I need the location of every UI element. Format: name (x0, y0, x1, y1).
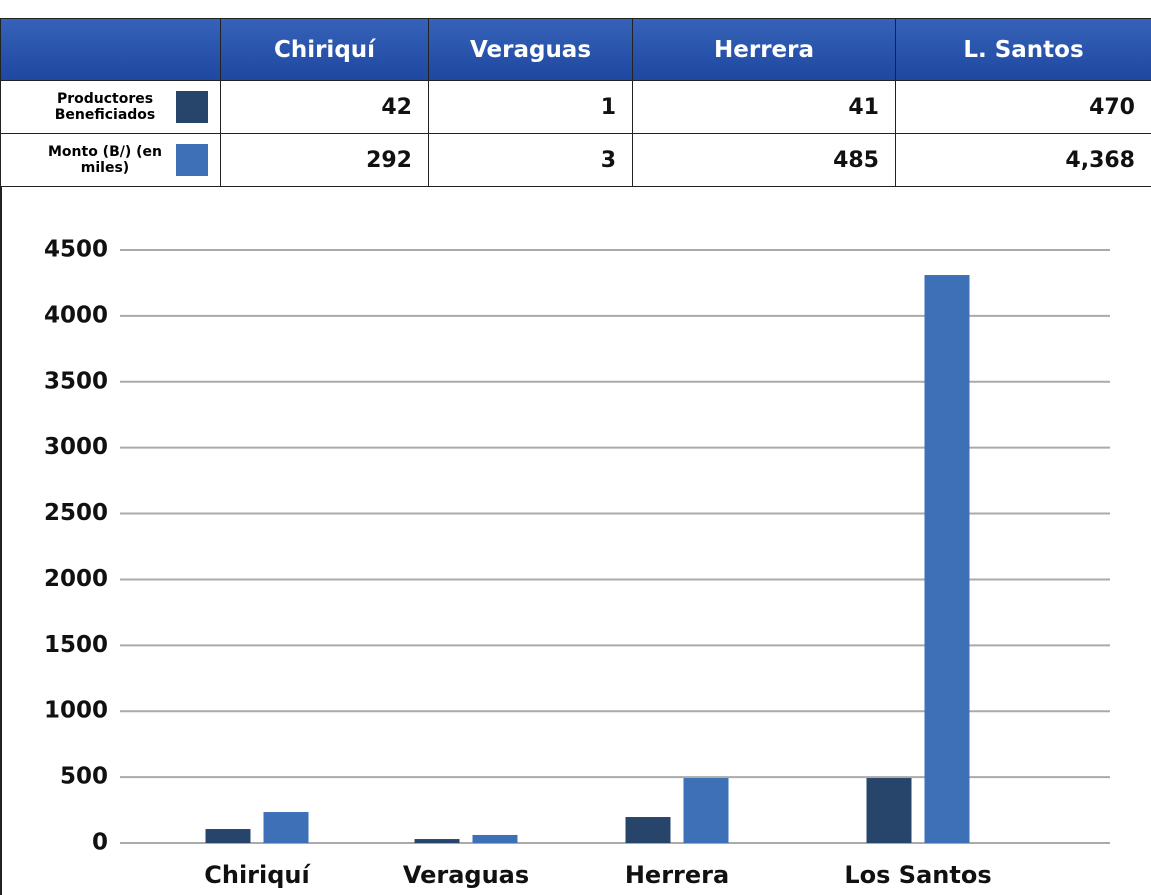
table-value: 470 (895, 80, 1151, 134)
table-value: 485 (632, 133, 896, 187)
bar (866, 778, 912, 843)
y-tick-label: 4500 (44, 237, 108, 263)
row-label-text: Productores Beneficiados (54, 91, 156, 123)
bar (414, 839, 460, 843)
x-tick-label: Chiriquí (204, 861, 311, 889)
table-value: 41 (632, 80, 896, 134)
y-tick-label: 0 (92, 830, 108, 856)
row-label: Monto (B/) (en miles) (0, 133, 221, 187)
y-tick-label: 500 (60, 764, 108, 790)
y-tick-label: 1500 (44, 632, 108, 658)
table-value: 1 (428, 80, 633, 134)
y-tick-label: 2500 (44, 500, 108, 526)
x-tick-label: Los Santos (844, 861, 991, 889)
chart: 0 500 1000 1500 2000 2500 3000 3500 4000 4500 Chir… (0, 186, 1110, 895)
bar (205, 829, 251, 843)
table-value: 4,368 (895, 133, 1151, 187)
table-value: 3 (428, 133, 633, 187)
x-tick-label: Veraguas (403, 861, 529, 889)
bar (924, 275, 970, 843)
header-cell: Herrera (632, 18, 896, 81)
bar (263, 812, 309, 843)
header-cell: L. Santos (895, 18, 1151, 81)
y-tick-label: 3000 (44, 434, 108, 460)
x-tick-label: Herrera (625, 861, 729, 889)
y-tick-label: 3500 (44, 368, 108, 394)
table-value: 42 (220, 80, 429, 134)
header-cell (0, 18, 221, 81)
bar (472, 834, 518, 843)
row-label: Productores Beneficiados (0, 80, 221, 134)
header-cell: Chiriquí (220, 18, 429, 81)
bar (683, 778, 729, 843)
y-tick-label: 2000 (44, 566, 108, 592)
bar (625, 817, 671, 843)
y-tick-label: 1000 (44, 698, 108, 724)
y-tick-label: 4000 (44, 302, 108, 328)
header-cell: Veraguas (428, 18, 633, 81)
row-label-text: Monto (B/) (en miles) (47, 144, 163, 176)
table-value: 292 (220, 133, 429, 187)
legend-swatch (176, 91, 208, 123)
legend-swatch (176, 144, 208, 176)
